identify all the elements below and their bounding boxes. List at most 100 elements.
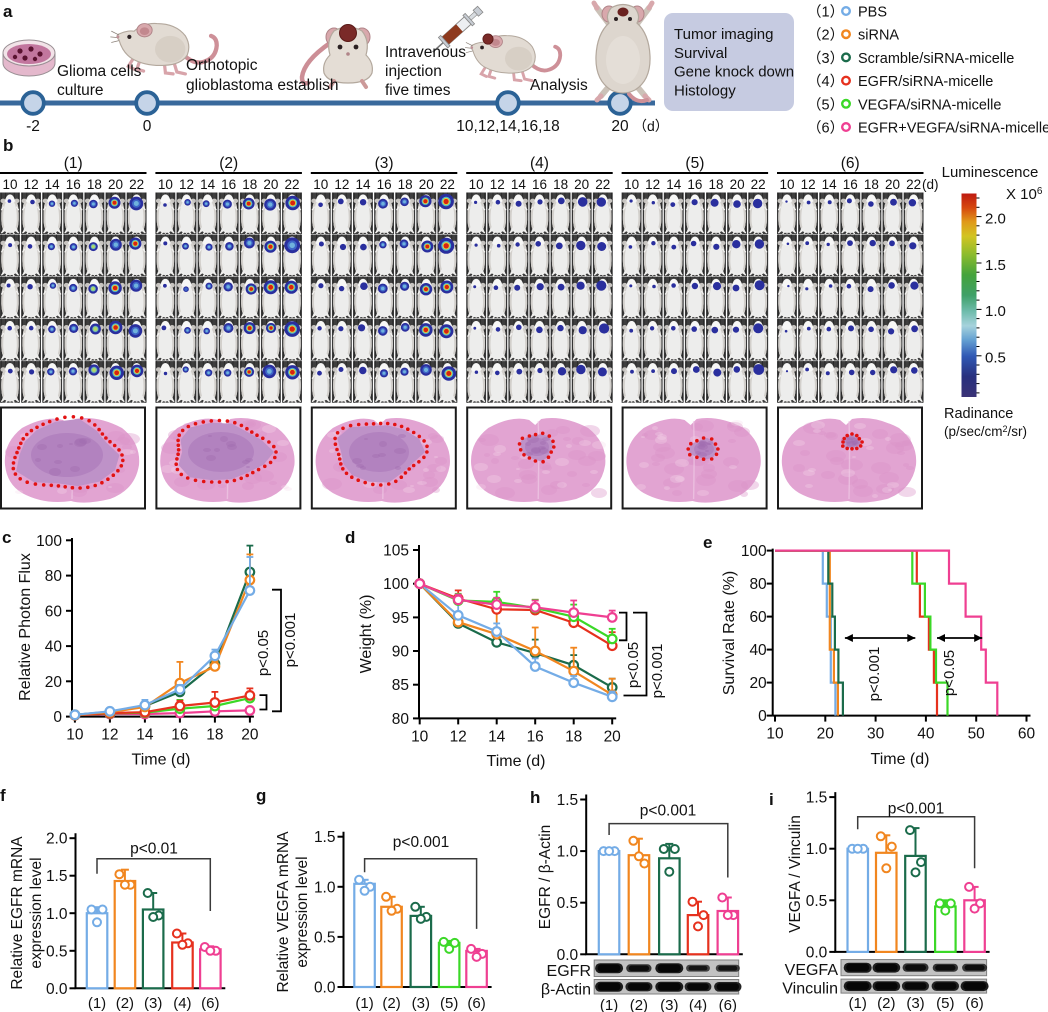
svg-text:2.0: 2.0 [985,211,1006,228]
svg-text:95: 95 [392,610,409,627]
svg-text:EGFR / β-Actin: EGFR / β-Actin [537,825,554,930]
svg-text:p<0.001: p<0.001 [393,834,449,851]
svg-text:(3): (3) [412,995,430,1012]
svg-text:(6): (6) [201,995,219,1012]
svg-text:16: 16 [687,177,702,192]
svg-text:14: 14 [45,177,61,192]
svg-text:(1): (1) [64,155,83,172]
svg-text:p<0.001: p<0.001 [282,613,299,668]
svg-text:22: 22 [751,177,766,192]
svg-text:18: 18 [242,177,257,192]
svg-text:105: 105 [383,543,409,560]
svg-text:X 106: X 106 [1006,186,1043,203]
svg-text:Intravenous: Intravenous [385,44,466,61]
svg-text:(3): (3) [906,995,924,1012]
svg-text:(6): (6) [965,995,983,1012]
svg-text:18: 18 [708,177,723,192]
svg-text:20: 20 [108,177,123,192]
svg-text:(6): (6) [467,995,485,1012]
svg-text:20: 20 [611,118,629,135]
svg-text:60: 60 [45,603,63,620]
svg-text:p<0.001: p<0.001 [866,647,883,702]
svg-text:22: 22 [906,177,921,192]
svg-text:18: 18 [87,177,102,192]
svg-text:20: 20 [730,177,745,192]
svg-text:0.5: 0.5 [985,350,1006,367]
svg-text:22: 22 [440,177,455,192]
svg-text:16: 16 [171,727,188,744]
svg-text:16: 16 [221,177,236,192]
svg-text:Scramble/siRNA-micelle: Scramble/siRNA-micelle [858,51,1014,67]
svg-text:12: 12 [645,177,660,192]
svg-text:20: 20 [885,177,900,192]
svg-text:（1）: （1） [807,4,844,21]
svg-text:90: 90 [392,644,410,661]
svg-text:30: 30 [867,726,885,743]
svg-text:glioblastoma establish: glioblastoma establish [186,77,339,94]
svg-text:Relative Photon Flux: Relative Photon Flux [17,553,34,701]
svg-text:10,12,14,16,18: 10,12,14,16,18 [456,118,559,135]
svg-text:12: 12 [179,177,194,192]
svg-text:p<0.05: p<0.05 [941,650,958,696]
svg-text:10: 10 [66,727,84,744]
svg-text:80: 80 [749,576,767,593]
svg-text:(2): (2) [630,997,648,1012]
svg-text:Survival: Survival [674,45,727,62]
svg-text:(2): (2) [382,995,400,1012]
svg-text:p<0.01: p<0.01 [130,841,178,858]
svg-text:1.0: 1.0 [46,906,68,923]
svg-text:(3): (3) [375,155,394,172]
svg-text:p<0.05: p<0.05 [255,630,272,676]
svg-text:Analysis: Analysis [530,77,588,94]
svg-text:（3）: （3） [807,50,844,67]
svg-text:1.0: 1.0 [806,841,828,858]
svg-text:10: 10 [469,177,484,192]
svg-text:(5): (5) [685,155,704,172]
svg-text:1.5: 1.5 [46,868,68,885]
svg-text:（5）: （5） [807,96,844,113]
svg-text:(4): (4) [689,997,707,1012]
svg-text:Glioma cells: Glioma cells [57,63,142,80]
svg-text:Vinculin: Vinculin [782,981,838,998]
svg-text:10: 10 [624,177,639,192]
svg-text:five times: five times [385,82,451,99]
svg-text:40: 40 [749,642,767,659]
svg-text:Time (d): Time (d) [871,751,930,768]
svg-text:expression level: expression level [294,856,311,967]
svg-text:16: 16 [66,177,81,192]
svg-text:(4): (4) [173,995,191,1012]
svg-text:(1): (1) [355,995,373,1012]
svg-text:1.0: 1.0 [985,303,1006,320]
svg-text:100: 100 [741,543,767,560]
svg-text:(1): (1) [88,995,106,1012]
svg-text:(3): (3) [144,995,162,1012]
svg-text:14: 14 [666,177,682,192]
svg-text:(3): (3) [660,997,678,1012]
svg-text:（4）: （4） [807,73,844,90]
svg-text:60: 60 [749,609,767,626]
svg-text:Histology: Histology [674,82,736,99]
svg-text:16: 16 [843,177,858,192]
svg-text:(p/sec/cm2/sr): (p/sec/cm2/sr) [944,424,1027,439]
svg-text:18: 18 [206,727,223,744]
svg-text:18: 18 [565,728,582,745]
svg-text:10: 10 [411,728,429,745]
svg-text:22: 22 [595,177,610,192]
svg-text:10: 10 [158,177,173,192]
svg-text:0.5: 0.5 [557,895,579,912]
svg-text:1.5: 1.5 [806,790,828,807]
svg-text:Orthotopic: Orthotopic [186,57,258,74]
svg-text:Weight (%): Weight (%) [358,595,375,674]
svg-text:10: 10 [779,177,794,192]
svg-text:12: 12 [334,177,349,192]
svg-text:10: 10 [766,726,784,743]
svg-text:Relative VEGFA mRNA: Relative VEGFA mRNA [275,831,292,993]
svg-text:p<0.001: p<0.001 [888,801,944,818]
svg-text:100: 100 [36,533,62,550]
svg-text:18: 18 [864,177,879,192]
svg-text:0.5: 0.5 [806,893,828,910]
svg-text:12: 12 [450,728,467,745]
svg-text:Time (d): Time (d) [132,752,191,769]
svg-text:VEGFA / Vinculin: VEGFA / Vinculin [787,815,804,933]
svg-text:85: 85 [392,677,409,694]
